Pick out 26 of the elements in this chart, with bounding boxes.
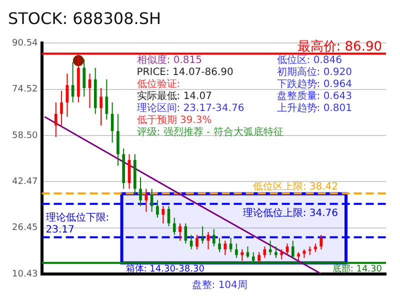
annotation: 盘整质量: 0.643	[276, 90, 352, 102]
annotation: 相似度: 0.815	[136, 54, 202, 66]
annotation: 上升趋势: 0.801	[276, 102, 352, 114]
y-tick-label: 26.45	[12, 223, 38, 234]
band-label: 箱体: 14.30-38.30	[126, 264, 205, 275]
ref-line-label: 理论低位下限: 23.17	[46, 211, 110, 236]
annotation: 低位区: 0.846	[276, 54, 342, 66]
annotation: 低位验证:	[136, 78, 180, 90]
ref-line-label: 最高价: 86.90	[297, 38, 382, 55]
chart-title: STOCK: 688308.SH	[8, 8, 162, 28]
text: 盘整: 104周	[192, 279, 248, 291]
annotation: PRICE: 14.07-86.90	[136, 67, 234, 78]
ref-line-label: 低位区上限: 38.42	[252, 180, 338, 192]
y-tick-label: 90.54	[12, 38, 38, 49]
annotation: 实际最低: 14.07	[136, 90, 212, 102]
annotation: 评级: 强烈推荐 - 符合大弧底特征	[136, 126, 284, 138]
annotation: 初期高位: 0.920	[276, 66, 352, 78]
ref-line-label: 理论低位上限: 34.76	[242, 206, 338, 219]
ref-line-label: 底部: 14.30	[332, 264, 382, 275]
y-tick-label: 58.50	[12, 130, 38, 141]
y-tick-label: 74.52	[12, 84, 38, 95]
y-tick-label: 10.43	[12, 269, 38, 280]
annotation: 理论区间: 23.17-34.76	[136, 102, 244, 114]
y-tick-label: 42.47	[12, 177, 38, 188]
annotation: 下跌趋势: 0.964	[276, 78, 352, 90]
annotation: 低于预期 39.3%	[136, 114, 212, 126]
